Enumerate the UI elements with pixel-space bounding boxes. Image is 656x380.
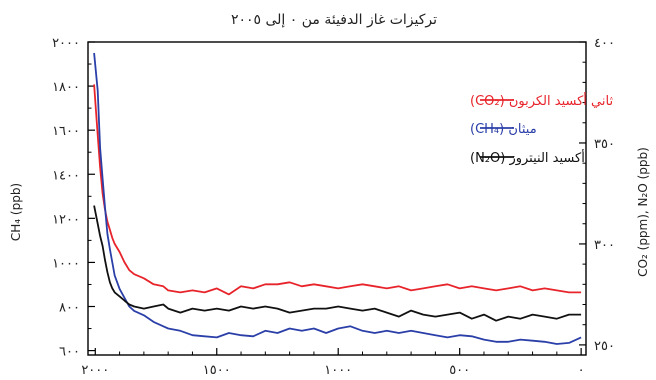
- legend-label-1: ميثان (CH₄): [470, 122, 537, 137]
- right-y-tick-label: ٤٠٠: [594, 36, 615, 51]
- left-axis-title: CH₄ (ppb): [9, 183, 23, 241]
- series-line-0: [93, 84, 582, 296]
- left-y-tick-label: ٦٠٠: [59, 345, 80, 360]
- legend: ثاني أكسيد الكربون (CO₂) ميثان (CH₄) أكسيد…: [470, 92, 613, 166]
- legend-label-2: أكسيد النيتروز (N₂O): [470, 149, 585, 166]
- x-axis: ٢٠٠٠ ١٥٠٠ ١٠٠٠ ٥٠٠ ٠: [81, 348, 585, 378]
- x-tick-label: ١٥٠٠: [203, 363, 231, 378]
- left-y-tick-label: ٢٠٠٠: [52, 36, 80, 51]
- right-y-tick-label: ٣٠٠: [594, 238, 615, 253]
- left-y-tick-label: ١٠٠٠: [52, 256, 80, 271]
- left-y-tick-label: ١٤٠٠: [52, 168, 80, 183]
- left-y-tick-label: ١٨٠٠: [52, 80, 80, 95]
- legend-label-0: ثاني أكسيد الكربون (CO₂): [470, 92, 613, 109]
- left-y-tick-label: ٨٠٠: [59, 301, 80, 316]
- left-y-axis: ٦٠٠ ٨٠٠ ١٠٠٠ ١٢٠٠ ١٤٠٠ ١٦٠٠ ١٨٠٠ ٢٠٠٠: [52, 36, 95, 360]
- right-y-axis: ٢٥٠ ٣٠٠ ٣٥٠ ٤٠٠: [579, 36, 615, 354]
- right-y-tick-label: ٢٥٠: [594, 339, 615, 354]
- series-layer: [93, 52, 582, 345]
- chart-title: تركيزات غاز الدفيئة من ٠ إلى ٢٠٠٥: [231, 12, 437, 28]
- x-tick-label: ٠: [578, 363, 585, 378]
- right-y-tick-label: ٣٥٠: [594, 137, 615, 152]
- x-tick-label: ١٠٠٠: [324, 363, 352, 378]
- left-y-tick-label: ١٦٠٠: [52, 124, 80, 139]
- x-tick-label: ٢٠٠٠: [81, 363, 109, 378]
- right-axis-title: CO₂ (ppm), N₂O (ppb): [636, 147, 650, 277]
- series-line-2: [93, 205, 582, 322]
- series-line-1: [93, 52, 582, 345]
- x-tick-label: ٥٠٠: [449, 363, 470, 378]
- plot-frame: [87, 41, 587, 356]
- left-y-tick-label: ١٢٠٠: [52, 212, 80, 227]
